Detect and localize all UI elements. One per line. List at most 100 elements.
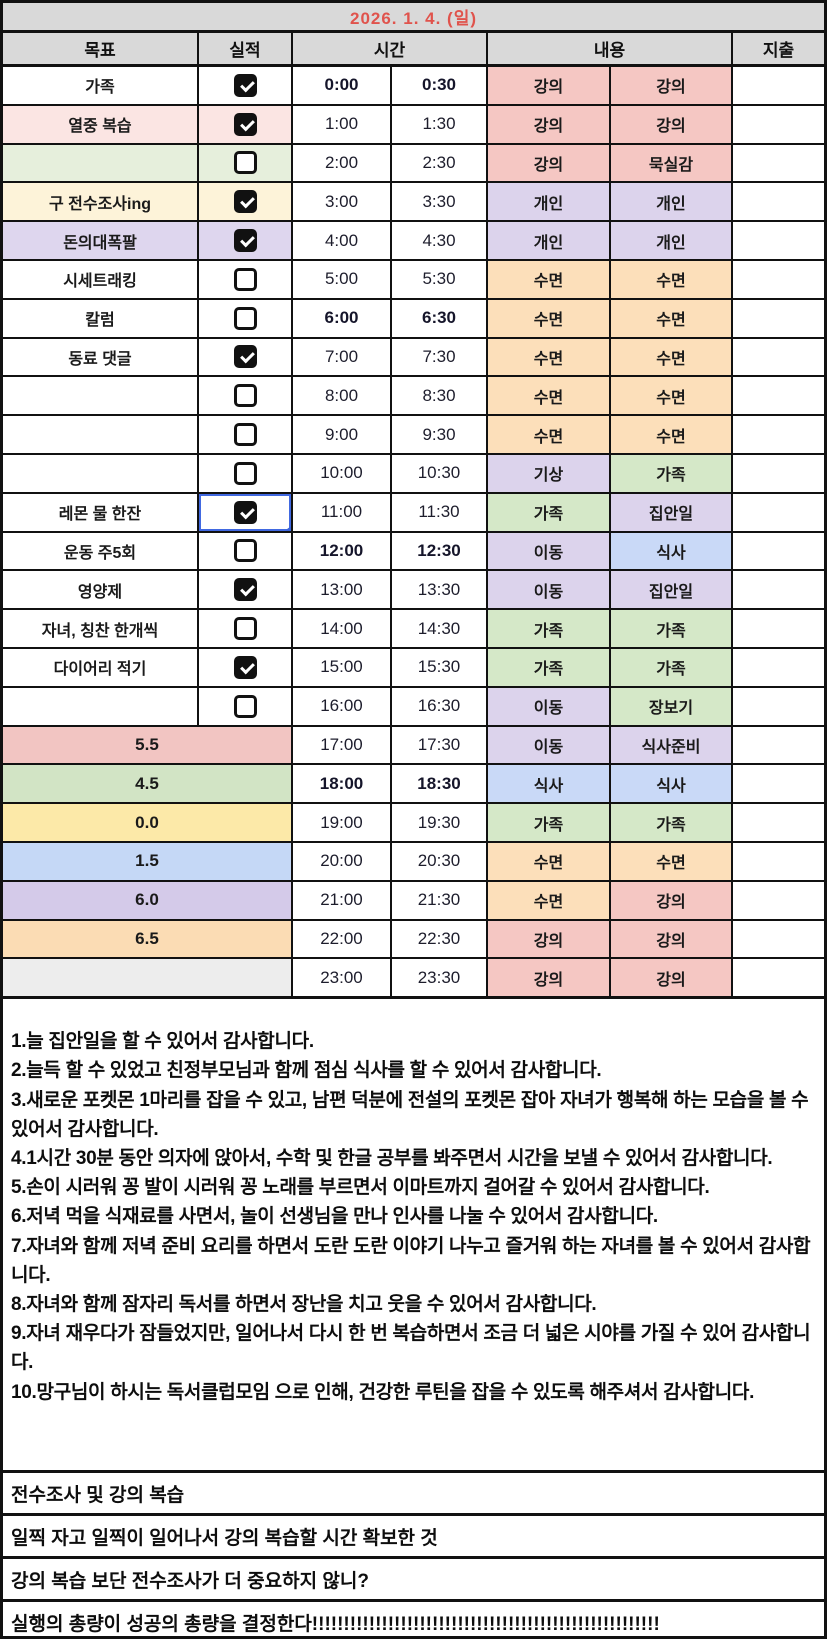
checkbox-checked-icon[interactable] — [233, 578, 257, 602]
checkbox-cell[interactable] — [199, 532, 293, 570]
checkbox-checked-icon[interactable] — [233, 190, 257, 214]
content-cell[interactable]: 이동 — [488, 687, 611, 725]
content-cell[interactable]: 개인 — [488, 183, 611, 221]
goal-cell[interactable] — [3, 144, 199, 182]
content-cell[interactable]: 강의 — [488, 920, 611, 958]
summary-value-cell[interactable]: 6.5 — [3, 920, 293, 958]
footer-note-cell[interactable]: 실행의 총량이 성공의 총량을 결정한다!!!!!!!!!!!!!!!!!!!!… — [11, 1614, 660, 1636]
time-cell[interactable]: 17:00 — [293, 726, 392, 764]
checkbox-unchecked-icon[interactable] — [233, 617, 257, 641]
checkbox-cell[interactable] — [199, 416, 293, 453]
goal-cell[interactable] — [3, 416, 199, 453]
expense-cell[interactable] — [733, 648, 824, 686]
content-cell[interactable]: 식사 — [611, 532, 733, 570]
goal-cell[interactable]: 동료 댓글 — [3, 338, 199, 376]
time-cell[interactable]: 4:30 — [392, 222, 488, 259]
goal-cell[interactable] — [3, 454, 199, 492]
goal-cell[interactable]: 시세트래킹 — [3, 260, 199, 298]
checkbox-cell[interactable] — [199, 260, 293, 298]
goal-cell[interactable]: 운동 주5회 — [3, 532, 199, 570]
checkbox-unchecked-icon[interactable] — [233, 384, 257, 408]
content-cell[interactable]: 집안일 — [611, 493, 733, 531]
content-cell[interactable]: 개인 — [611, 222, 733, 259]
goal-cell[interactable] — [3, 687, 199, 725]
checkbox-cell[interactable] — [199, 648, 293, 686]
time-cell[interactable]: 12:30 — [392, 532, 488, 570]
expense-cell[interactable] — [733, 920, 824, 958]
checkbox-checked-icon[interactable] — [233, 112, 257, 136]
goal-cell[interactable]: 다이어리 적기 — [3, 648, 199, 686]
expense-cell[interactable] — [733, 610, 824, 647]
content-cell[interactable]: 집안일 — [611, 571, 733, 609]
content-cell[interactable]: 수면 — [611, 842, 733, 880]
content-cell[interactable]: 가족 — [611, 454, 733, 492]
time-cell[interactable]: 17:30 — [392, 726, 488, 764]
checkbox-unchecked-icon[interactable] — [233, 694, 257, 718]
date-title-bar[interactable]: 2026. 1. 4. (일) — [3, 3, 824, 33]
expense-cell[interactable] — [733, 144, 824, 182]
content-cell[interactable]: 수면 — [611, 416, 733, 453]
content-cell[interactable]: 이동 — [488, 532, 611, 570]
time-cell[interactable]: 14:00 — [293, 610, 392, 647]
summary-value-cell[interactable]: 5.5 — [3, 726, 293, 764]
checkbox-cell[interactable] — [199, 377, 293, 415]
checkbox-checked-icon[interactable] — [233, 500, 257, 524]
time-cell[interactable]: 6:30 — [392, 299, 488, 337]
content-cell[interactable]: 강의 — [611, 959, 733, 997]
time-cell[interactable]: 0:30 — [392, 67, 488, 104]
time-cell[interactable]: 11:00 — [293, 493, 392, 531]
content-cell[interactable]: 장보기 — [611, 687, 733, 725]
checkbox-unchecked-icon[interactable] — [233, 306, 257, 330]
time-cell[interactable]: 2:30 — [392, 144, 488, 182]
summary-value-cell[interactable] — [3, 959, 293, 997]
expense-cell[interactable] — [733, 532, 824, 570]
goal-cell[interactable]: 칼럼 — [3, 299, 199, 337]
content-cell[interactable]: 강의 — [611, 920, 733, 958]
content-cell[interactable]: 수면 — [611, 377, 733, 415]
goal-cell[interactable]: 돈의대폭팔 — [3, 222, 199, 259]
checkbox-cell-selected[interactable] — [199, 493, 293, 531]
checkbox-checked-icon[interactable] — [233, 229, 257, 253]
expense-cell[interactable] — [733, 299, 824, 337]
content-cell[interactable]: 수면 — [488, 299, 611, 337]
time-cell[interactable]: 1:00 — [293, 105, 392, 143]
expense-cell[interactable] — [733, 765, 824, 803]
time-cell[interactable]: 21:30 — [392, 881, 488, 919]
time-cell[interactable]: 22:30 — [392, 920, 488, 958]
checkbox-checked-icon[interactable] — [233, 655, 257, 679]
time-cell[interactable]: 11:30 — [392, 493, 488, 531]
content-cell[interactable]: 수면 — [611, 299, 733, 337]
goal-cell[interactable]: 영양제 — [3, 571, 199, 609]
content-cell[interactable]: 강의 — [488, 105, 611, 143]
content-cell[interactable]: 가족 — [488, 648, 611, 686]
checkbox-cell[interactable] — [199, 222, 293, 259]
time-cell[interactable]: 19:30 — [392, 804, 488, 841]
checkbox-cell[interactable] — [199, 67, 293, 104]
expense-cell[interactable] — [733, 416, 824, 453]
expense-cell[interactable] — [733, 260, 824, 298]
checkbox-unchecked-icon[interactable] — [233, 423, 257, 447]
expense-cell[interactable] — [733, 959, 824, 997]
summary-value-cell[interactable]: 0.0 — [3, 804, 293, 841]
time-cell[interactable]: 19:00 — [293, 804, 392, 841]
time-cell[interactable]: 8:30 — [392, 377, 488, 415]
summary-value-cell[interactable]: 6.0 — [3, 881, 293, 919]
time-cell[interactable]: 5:00 — [293, 260, 392, 298]
time-cell[interactable]: 4:00 — [293, 222, 392, 259]
checkbox-cell[interactable] — [199, 183, 293, 221]
time-cell[interactable]: 3:30 — [392, 183, 488, 221]
time-cell[interactable]: 15:00 — [293, 648, 392, 686]
time-cell[interactable]: 13:00 — [293, 571, 392, 609]
time-cell[interactable]: 23:30 — [392, 959, 488, 997]
time-cell[interactable]: 21:00 — [293, 881, 392, 919]
time-cell[interactable]: 6:00 — [293, 299, 392, 337]
goal-cell[interactable]: 가족 — [3, 67, 199, 104]
time-cell[interactable]: 7:00 — [293, 338, 392, 376]
time-cell[interactable]: 8:00 — [293, 377, 392, 415]
expense-cell[interactable] — [733, 105, 824, 143]
footer-note-cell[interactable]: 전수조사 및 강의 복습 — [3, 1473, 824, 1517]
time-cell[interactable]: 16:30 — [392, 687, 488, 725]
expense-cell[interactable] — [733, 338, 824, 376]
content-cell[interactable]: 수면 — [488, 338, 611, 376]
content-cell[interactable]: 가족 — [488, 804, 611, 841]
